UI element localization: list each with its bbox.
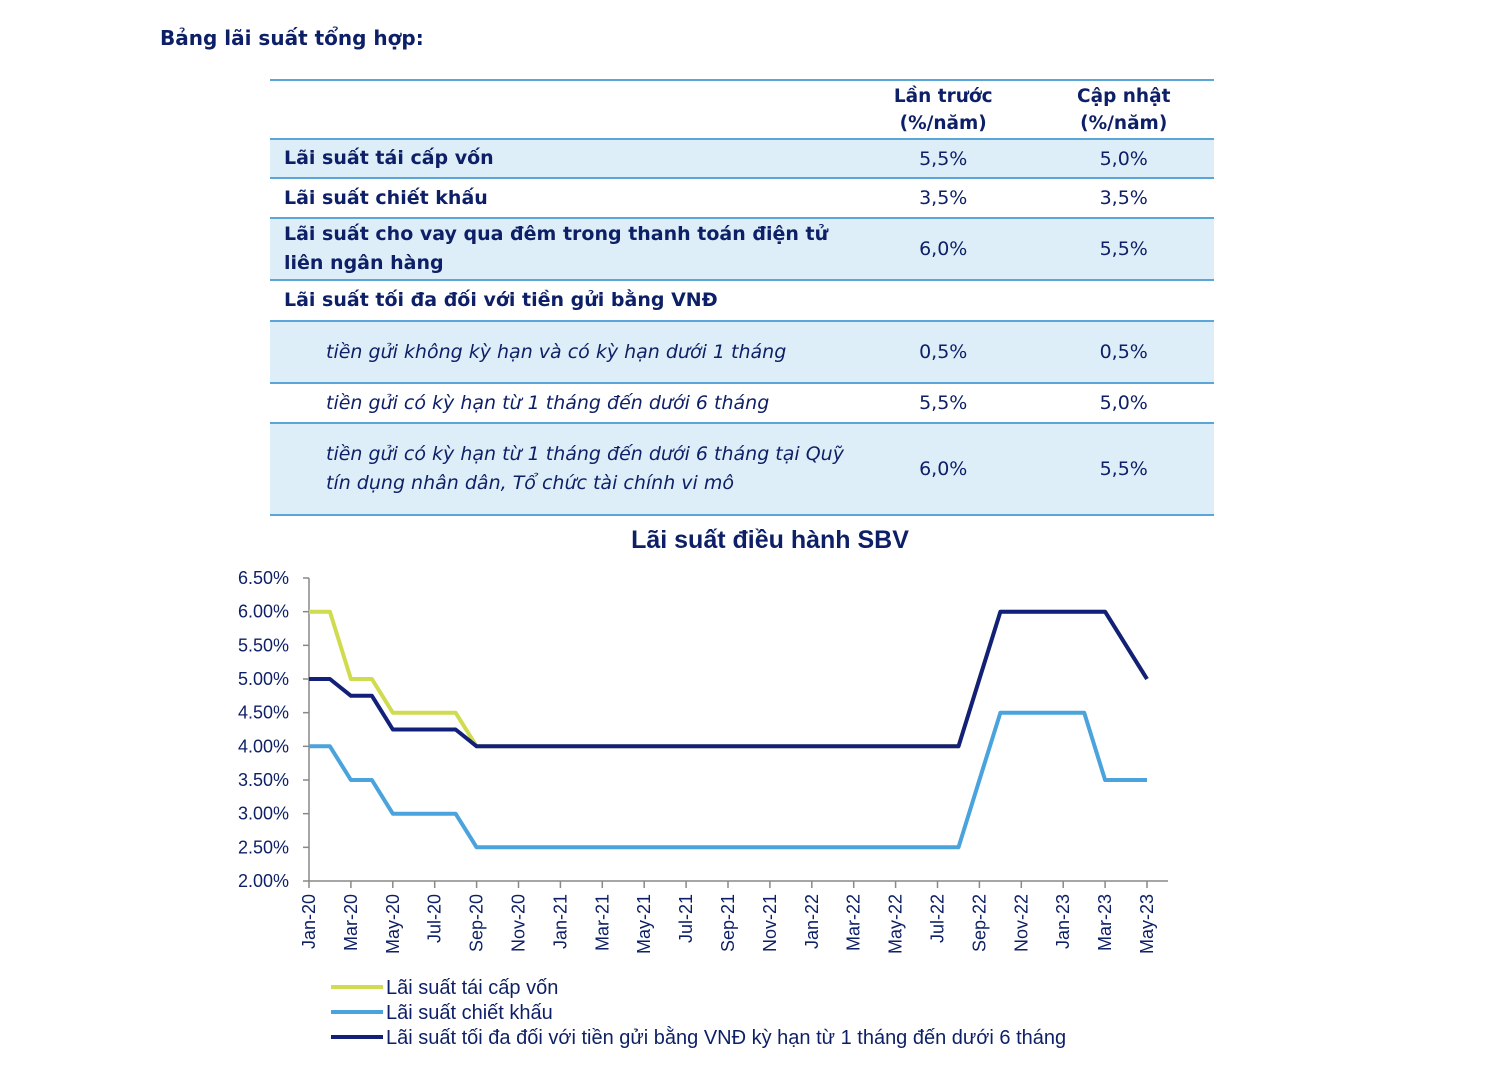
x-tick-label: Jan-23 [1053,894,1073,949]
table-header-row: Lần trước (%/năm) Cập nhật (%/năm) [270,79,1214,140]
series-lines [309,609,1149,850]
x-tick-label: May-20 [383,894,403,954]
row-updated-value: 5,0% [1033,383,1214,424]
row-previous-value [852,280,1034,322]
x-tick-label: May-21 [634,894,654,954]
x-tick-label: Jul-22 [928,894,948,943]
interest-rate-table: Lần trước (%/năm) Cập nhật (%/năm) Lãi s… [270,79,1214,516]
table-row: tiền gửi có kỳ hạn từ 1 tháng đến dưới 6… [270,423,1214,516]
header-previous-column: Lần trước (%/năm) [852,79,1034,140]
row-previous-value: 0,5% [852,321,1034,384]
row-updated-value: 0,5% [1033,321,1214,384]
y-tick-label: 2.00% [238,871,289,891]
row-previous-value: 5,5% [852,139,1034,179]
chart-title: Lãi suất điều hành SBV [631,526,909,554]
y-tick-label: 6.00% [238,602,289,622]
y-tick-label: 3.50% [238,770,289,790]
y-tick-label: 5.50% [238,635,289,655]
row-previous-value: 6,0% [852,218,1034,281]
y-tick-label: 6.50% [238,568,289,588]
legend: Lãi suất tái cấp vốn Lãi suất chiết khấuL… [331,977,1066,1049]
row-updated-value [1033,280,1214,322]
x-tick-label: Mar-23 [1095,894,1115,951]
y-tick-label: 3.00% [238,804,289,824]
header-label-column [270,79,853,140]
x-tick-label: Jan-21 [550,894,570,949]
x-tick-label: Mar-20 [341,894,361,951]
table-row: tiền gửi có kỳ hạn từ 1 tháng đến dưới 6… [270,383,1214,424]
table-row: Lãi suất cho vay qua đêm trong thanh toá… [270,218,1214,281]
x-tick-label: May-22 [886,894,906,954]
row-label: tiền gửi có kỳ hạn từ 1 tháng đến dưới 6… [270,383,853,424]
row-updated-value: 3,5% [1033,178,1214,219]
y-tick-label: 2.50% [238,837,289,857]
row-updated-value: 5,0% [1033,139,1214,179]
x-tick-label: Mar-22 [844,894,864,951]
x-tick-label: Sep-20 [467,894,487,952]
series-line [309,609,1149,749]
header-updated-column: Cập nhật (%/năm) [1033,79,1214,140]
policy-rate-chart: Lãi suất điều hành SBV 6.50% 6.00% 5.50% 5.… [0,518,1510,1084]
section-title: Bảng lãi suất tổng hợp: [160,26,424,50]
row-label: Lãi suất tối đa đối với tiền gửi bằng VN… [270,280,853,322]
series-line [309,710,1147,850]
row-label: tiền gửi không kỳ hạn và có kỳ hạn dưới … [270,321,853,384]
row-previous-value: 6,0% [852,423,1034,516]
row-label: Lãi suất chiết khấu [270,178,853,219]
line-chart-svg: Lãi suất điều hành SBV 6.50% 6.00% 5.50% 5.… [238,526,1168,1049]
x-tick-label: Nov-22 [1011,894,1031,952]
row-updated-value: 5,5% [1033,423,1214,516]
x-tick-label: Sep-22 [969,894,989,952]
table-row: tiền gửi không kỳ hạn và có kỳ hạn dưới … [270,321,1214,384]
row-previous-value: 3,5% [852,178,1034,219]
row-label: Lãi suất tái cấp vốn [270,139,853,179]
row-updated-value: 5,5% [1033,218,1214,281]
x-tick-label: Jul-20 [425,894,445,943]
y-tick-label: 5.00% [238,669,289,689]
legend-label: Lãi suất tối đa đối với tiền gửi bằng VN… [386,1026,1066,1049]
row-previous-value: 5,5% [852,383,1034,424]
table-row: Lãi suất tối đa đối với tiền gửi bằng VN… [270,280,1214,322]
series-line [309,609,1149,749]
x-tick-label: Nov-20 [509,894,529,952]
x-tick-label: Jul-21 [676,894,696,943]
table-row: Lãi suất chiết khấu 3,5% 3,5% [270,178,1214,219]
legend-label: Lãi suất chiết khấu [386,1002,553,1024]
x-tick-label: Jan-22 [802,894,822,949]
x-tick-label: Nov-21 [760,894,780,952]
legend-label: Lãi suất tái cấp vốn [386,977,558,999]
x-tick-label: Sep-21 [718,894,738,952]
x-tick-label: Mar-21 [592,894,612,951]
y-tick-label: 4.50% [238,703,289,723]
row-label: tiền gửi có kỳ hạn từ 1 tháng đến dưới 6… [270,423,853,516]
x-tick-label: May-23 [1137,894,1157,954]
y-tick-label: 4.00% [238,736,289,756]
x-tick-label: Jan-20 [299,894,319,949]
header-previous-label: Lần trước (%/năm) [893,85,993,134]
row-label: Lãi suất cho vay qua đêm trong thanh toá… [270,218,853,281]
axes: 6.50% 6.00% 5.50% 5.00% 4.50% 4.00% 3.50% 3.00%… [238,568,1168,954]
header-updated-label: Cập nhật (%/năm) [1077,85,1171,134]
table-row: Lãi suất tái cấp vốn 5,5% 5,0% [270,139,1214,179]
